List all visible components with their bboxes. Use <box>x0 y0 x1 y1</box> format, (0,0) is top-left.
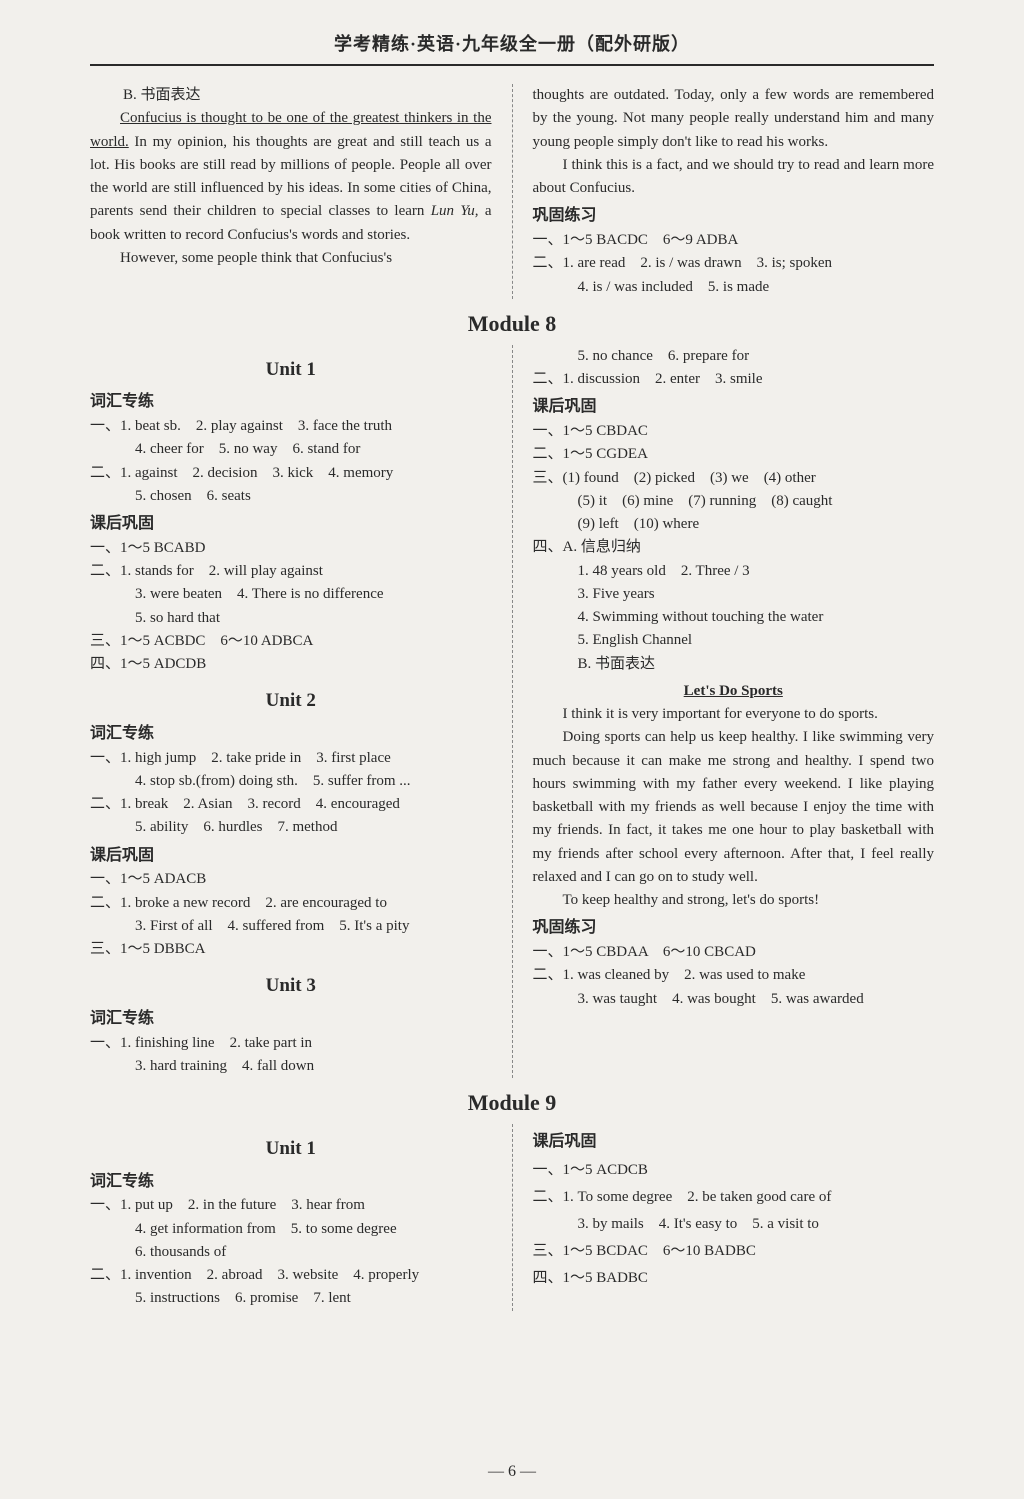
m8-hd3: 词汇专练 <box>90 722 492 747</box>
m8-hd5: 词汇专练 <box>90 1007 492 1032</box>
m8r-10: 3. Five years <box>533 583 935 606</box>
m8-u2-4: 5. ability 6. hurdles 7. method <box>90 816 492 839</box>
m8-u1-10: 四、1～5 ADCDB <box>90 653 492 676</box>
m8r-1: 5. no chance 6. prepare for <box>533 345 935 368</box>
m8-u3-2: 3. hard training 4. fall down <box>90 1055 492 1078</box>
tr-p2: I think this is a fact, and we should tr… <box>533 154 935 201</box>
m8-u1-5: 一、1～5 BCABD <box>90 537 492 560</box>
m8-hd4: 课后巩固 <box>90 844 492 869</box>
unit2-title: Unit 2 <box>90 686 492 715</box>
m8r-11: 4. Swimming without touching the water <box>533 606 935 629</box>
m9r-3: 3. by mails 4. It's easy to 5. a visit t… <box>533 1211 935 1238</box>
m8r-4: 二、1～5 CGDEA <box>533 443 935 466</box>
essay-p1: Confucius is thought to be one of the gr… <box>90 107 492 247</box>
m8r-9: 1. 48 years old 2. Three / 3 <box>533 560 935 583</box>
writing-label: B. 书面表达 <box>90 84 492 107</box>
essay-sp2: Doing sports can help us keep healthy. I… <box>533 726 935 889</box>
m8-hd1: 词汇专练 <box>90 390 492 415</box>
top-right-col: thoughts are outdated. Today, only a few… <box>533 84 935 299</box>
m9r-4: 三、1～5 BCDAC 6～10 BADBC <box>533 1238 935 1265</box>
m8-u2-7: 3. First of all 4. suffered from 5. It's… <box>90 915 492 938</box>
m8-u3-1: 一、1. finishing line 2. take part in <box>90 1032 492 1055</box>
m8-u1-8: 5. so hard that <box>90 607 492 630</box>
m8r-13: B. 书面表达 <box>533 653 935 676</box>
m8-u2-2: 4. stop sb.(from) doing sth. 5. suffer f… <box>90 770 492 793</box>
m8-u1-4: 5. chosen 6. seats <box>90 485 492 508</box>
page-header: 学考精练·英语·九年级全一册（配外研版） <box>90 30 934 66</box>
m8-u2-5: 一、1～5 ADACB <box>90 868 492 891</box>
m9-unit1-title: Unit 1 <box>90 1134 492 1163</box>
m8-u2-8: 三、1～5 DBBCA <box>90 938 492 961</box>
m8r-15: 二、1. was cleaned by 2. was used to make <box>533 964 935 987</box>
unit1-title: Unit 1 <box>90 355 492 384</box>
lunyu: Lun Yu, <box>431 203 479 219</box>
col-divider <box>512 1124 513 1310</box>
m8r-hd1: 课后巩固 <box>533 395 935 420</box>
top-section: B. 书面表达 Confucius is thought to be one o… <box>90 84 934 299</box>
tr-l2: 二、1. are read 2. is / was drawn 3. is; s… <box>533 252 935 275</box>
m8-u2-3: 二、1. break 2. Asian 3. record 4. encoura… <box>90 793 492 816</box>
m8-hd2: 课后巩固 <box>90 512 492 537</box>
module8-section: Unit 1 词汇专练 一、1. beat sb. 2. play agains… <box>90 345 934 1078</box>
m8-right-col: 5. no chance 6. prepare for 二、1. discuss… <box>533 345 935 1078</box>
m9r-hd1: 课后巩固 <box>533 1128 935 1157</box>
m9-right-col: 课后巩固 一、1～5 ACDCB 二、1. To some degree 2. … <box>533 1124 935 1310</box>
m8r-2: 二、1. discussion 2. enter 3. smile <box>533 368 935 391</box>
m9r-1: 一、1～5 ACDCB <box>533 1157 935 1184</box>
unit3-title: Unit 3 <box>90 971 492 1000</box>
essay-title: Let's Do Sports <box>533 680 935 703</box>
essay-sp1: I think it is very important for everyon… <box>533 703 935 726</box>
m8-u1-6: 二、1. stands for 2. will play against <box>90 560 492 583</box>
col-divider <box>512 345 513 1078</box>
m8-u1-2: 4. cheer for 5. no way 6. stand for <box>90 438 492 461</box>
m8r-14: 一、1～5 CBDAA 6～10 CBCAD <box>533 941 935 964</box>
module9-title: Module 9 <box>90 1090 934 1116</box>
col-divider <box>512 84 513 299</box>
consolidation-hd: 巩固练习 <box>533 204 935 229</box>
m8r-3: 一、1～5 CBDAC <box>533 420 935 443</box>
m8-u2-6: 二、1. broke a new record 2. are encourage… <box>90 892 492 915</box>
m9-l5: 5. instructions 6. promise 7. lent <box>90 1287 492 1310</box>
top-left-col: B. 书面表达 Confucius is thought to be one o… <box>90 84 492 299</box>
m9-hd1: 词汇专练 <box>90 1170 492 1195</box>
page-number: — 6 — <box>0 1463 1024 1481</box>
m9-l3: 6. thousands of <box>90 1241 492 1264</box>
essay-sp3: To keep healthy and strong, let's do spo… <box>533 889 935 912</box>
m8r-5: 三、(1) found (2) picked (3) we (4) other <box>533 467 935 490</box>
tr-l1: 一、1～5 BACDC 6～9 ADBA <box>533 229 935 252</box>
tr-p1: thoughts are outdated. Today, only a few… <box>533 84 935 154</box>
m8-u2-1: 一、1. high jump 2. take pride in 3. first… <box>90 747 492 770</box>
m8r-8: 四、A. 信息归纳 <box>533 536 935 559</box>
m9r-5: 四、1～5 BADBC <box>533 1265 935 1292</box>
m8r-12: 5. English Channel <box>533 629 935 652</box>
module8-title: Module 8 <box>90 311 934 337</box>
m8-u1-1: 一、1. beat sb. 2. play against 3. face th… <box>90 415 492 438</box>
essay-p2: However, some people think that Confuciu… <box>90 247 492 270</box>
m8r-6: (5) it (6) mine (7) running (8) caught <box>533 490 935 513</box>
m8r-hd2: 巩固练习 <box>533 916 935 941</box>
tr-l3: 4. is / was included 5. is made <box>533 276 935 299</box>
m8-u1-7: 3. were beaten 4. There is no difference <box>90 583 492 606</box>
m8-u1-9: 三、1～5 ACBDC 6～10 ADBCA <box>90 630 492 653</box>
m8r-7: (9) left (10) where <box>533 513 935 536</box>
m9-l4: 二、1. invention 2. abroad 3. website 4. p… <box>90 1264 492 1287</box>
m9-l1: 一、1. put up 2. in the future 3. hear fro… <box>90 1194 492 1217</box>
m8r-16: 3. was taught 4. was bought 5. was award… <box>533 988 935 1011</box>
m9-l2: 4. get information from 5. to some degre… <box>90 1218 492 1241</box>
m8-left-col: Unit 1 词汇专练 一、1. beat sb. 2. play agains… <box>90 345 492 1078</box>
m8-u1-3: 二、1. against 2. decision 3. kick 4. memo… <box>90 462 492 485</box>
m9r-2: 二、1. To some degree 2. be taken good car… <box>533 1184 935 1211</box>
m9-left-col: Unit 1 词汇专练 一、1. put up 2. in the future… <box>90 1124 492 1310</box>
module9-section: Unit 1 词汇专练 一、1. put up 2. in the future… <box>90 1124 934 1310</box>
